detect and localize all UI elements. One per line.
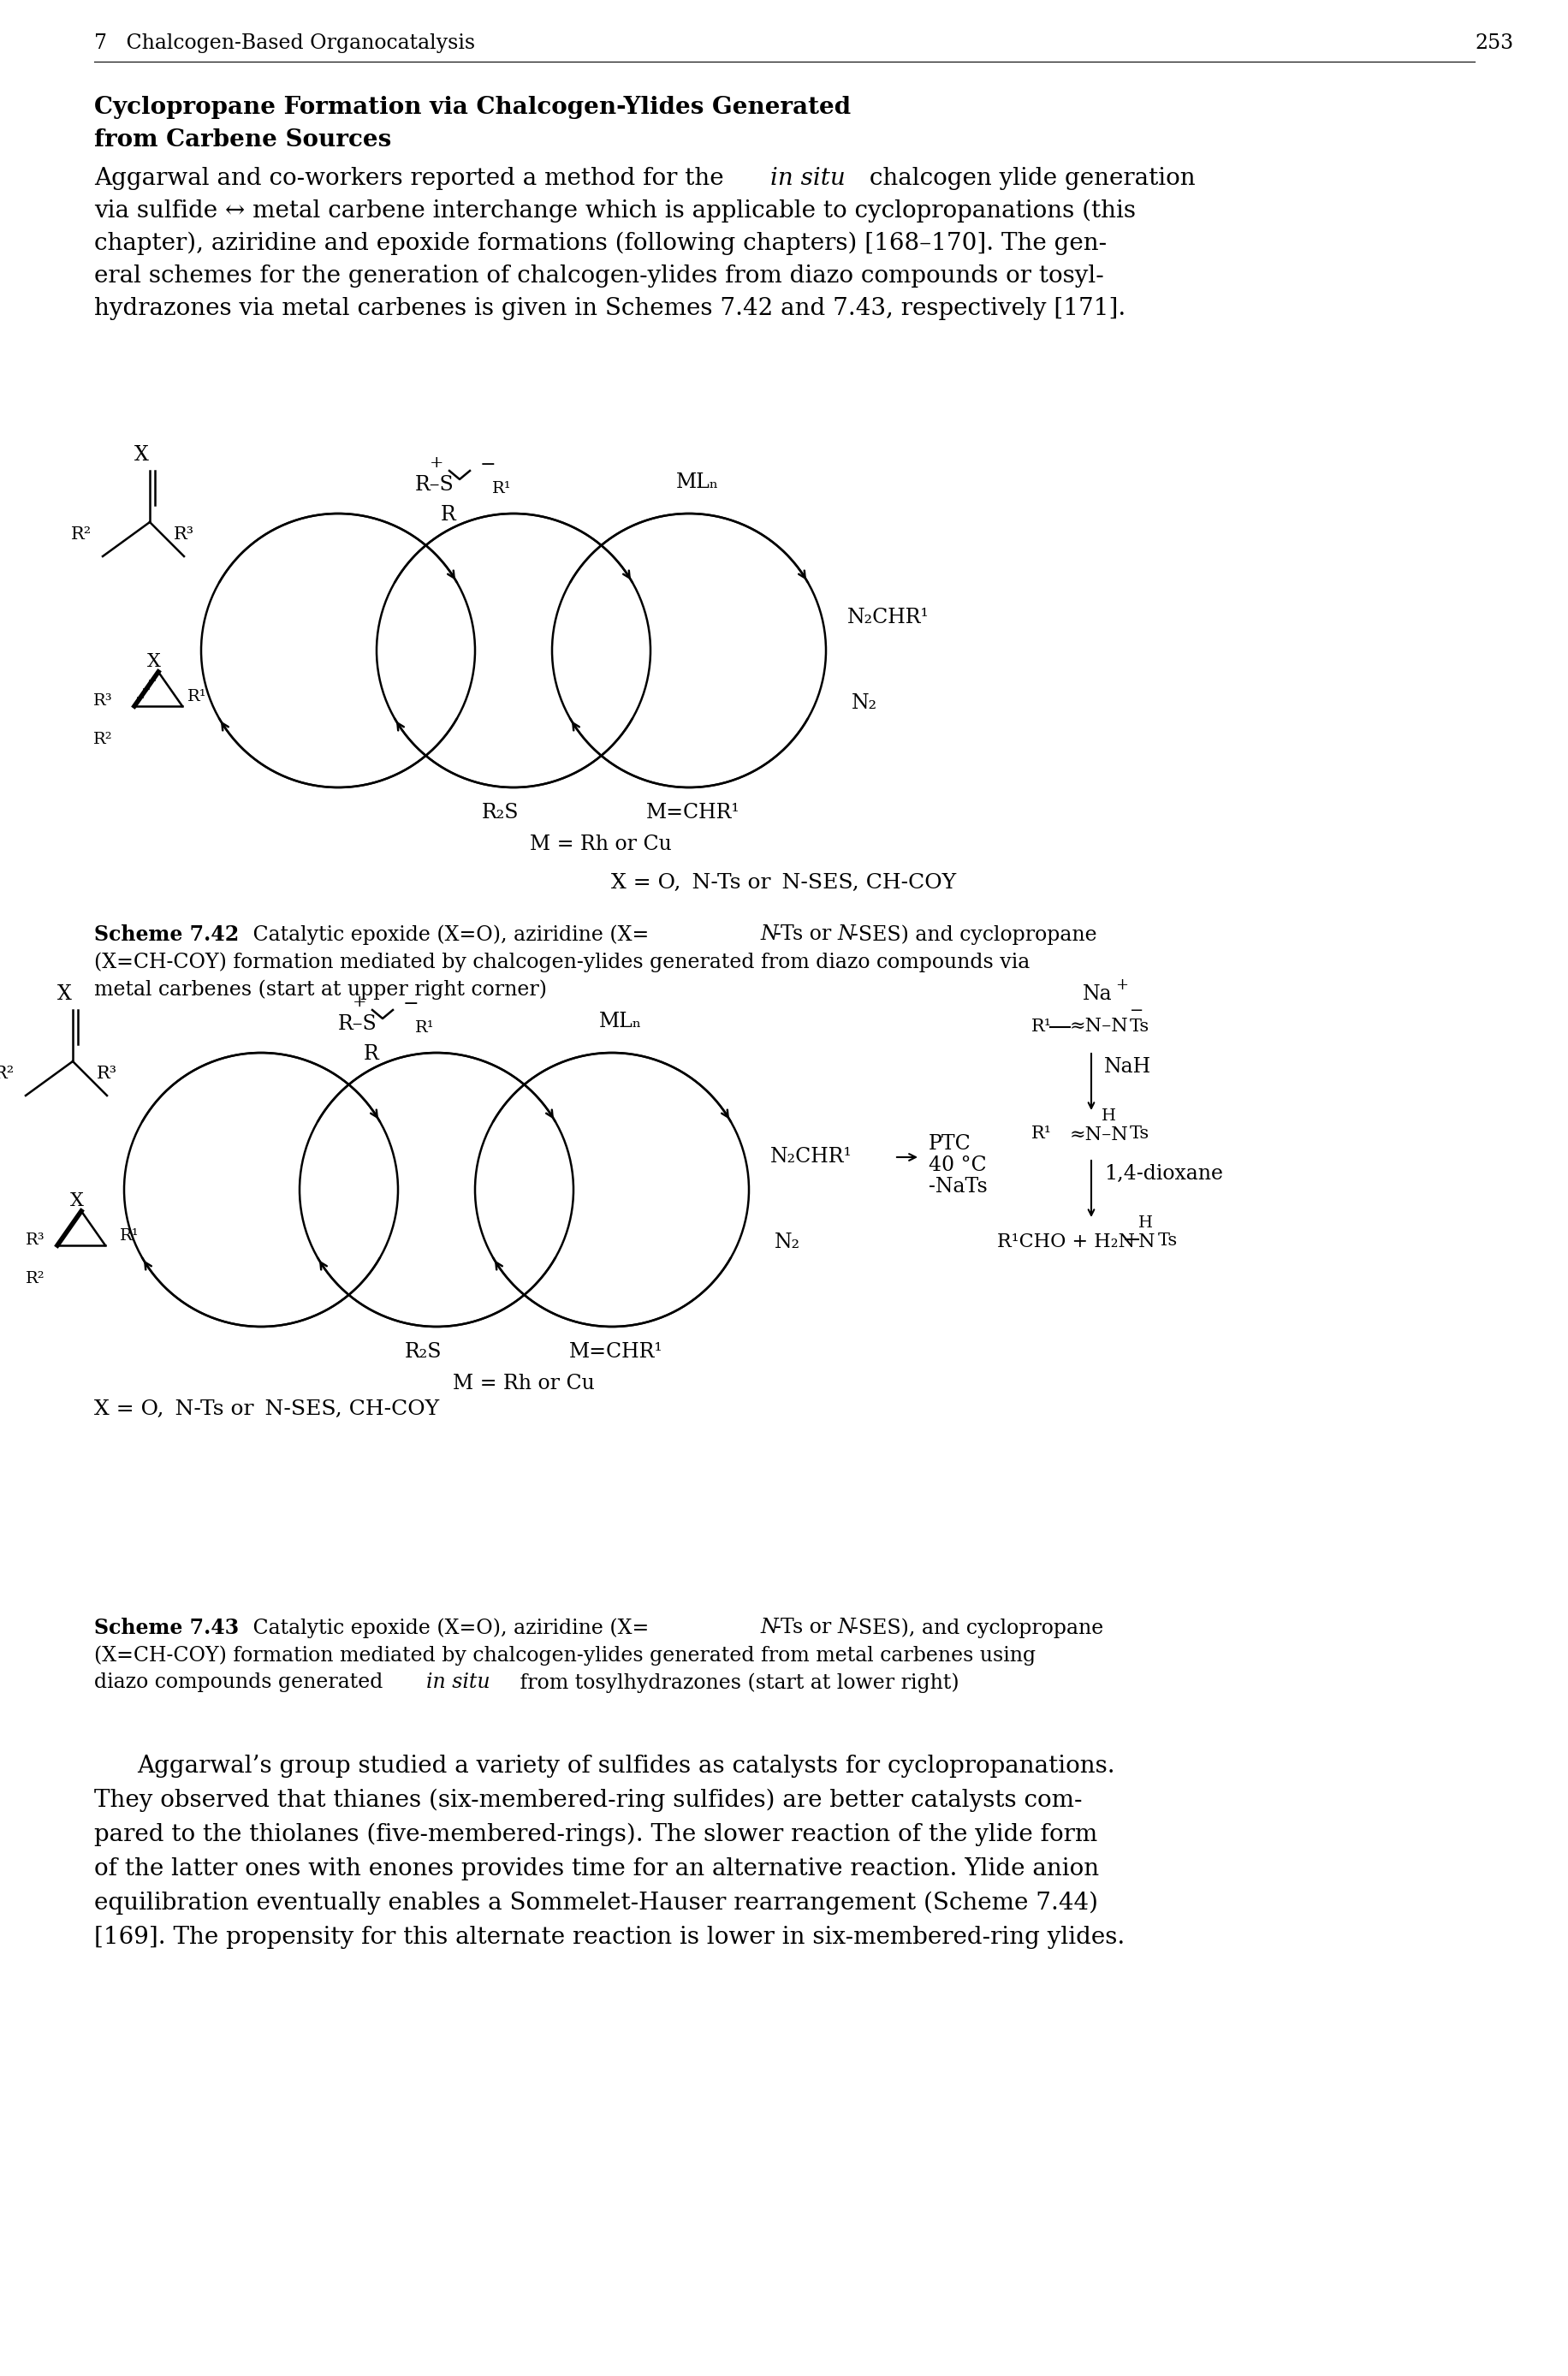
- Text: MLₙ: MLₙ: [676, 473, 718, 492]
- Text: -Ts or: -Ts or: [775, 924, 837, 943]
- Text: Na: Na: [1082, 984, 1112, 1005]
- Text: X = O,  N-Ts or  N-SES, CH-COY: X = O, N-Ts or N-SES, CH-COY: [612, 872, 956, 893]
- Text: MLₙ: MLₙ: [599, 1012, 641, 1031]
- Text: +: +: [1115, 977, 1127, 993]
- Text: R¹CHO + H₂N: R¹CHO + H₂N: [997, 1233, 1134, 1252]
- Text: R₂S: R₂S: [481, 803, 519, 822]
- Text: -NaTs: -NaTs: [928, 1176, 986, 1198]
- Text: +: +: [430, 456, 444, 470]
- Text: [169]. The propensity for this alternate reaction is lower in six-membered-ring : [169]. The propensity for this alternate…: [94, 1927, 1124, 1948]
- Text: N: N: [837, 1618, 855, 1637]
- Text: Scheme 7.43: Scheme 7.43: [94, 1618, 238, 1637]
- Text: X: X: [71, 1190, 83, 1209]
- Text: R²: R²: [0, 1064, 14, 1081]
- Text: R₂S: R₂S: [405, 1342, 442, 1361]
- Text: R–S: R–S: [416, 475, 455, 494]
- Text: Catalytic epoxide (X=O), aziridine (X=: Catalytic epoxide (X=O), aziridine (X=: [246, 1618, 649, 1637]
- Text: from tosylhydrazones (start at lower right): from tosylhydrazones (start at lower rig…: [513, 1673, 958, 1692]
- Text: -Ts or: -Ts or: [775, 1618, 837, 1637]
- Text: R¹: R¹: [187, 689, 207, 703]
- Text: R³: R³: [93, 694, 113, 708]
- Text: -SES), and cyclopropane: -SES), and cyclopropane: [851, 1618, 1102, 1637]
- Text: via sulfide ↔ metal carbene interchange which is applicable to cyclopropanations: via sulfide ↔ metal carbene interchange …: [94, 200, 1135, 223]
- Text: 253: 253: [1474, 33, 1513, 52]
- Text: N: N: [759, 1618, 778, 1637]
- Text: −: −: [403, 996, 419, 1015]
- Text: chalcogen ylide generation: chalcogen ylide generation: [861, 166, 1195, 190]
- Text: of the latter ones with enones provides time for an alternative reaction. Ylide : of the latter ones with enones provides …: [94, 1858, 1099, 1879]
- Text: Ts: Ts: [1129, 1126, 1149, 1143]
- Text: H: H: [1101, 1107, 1115, 1124]
- Text: (X=CH-COY) formation mediated by chalcogen-ylides generated from metal carbenes : (X=CH-COY) formation mediated by chalcog…: [94, 1644, 1035, 1666]
- Text: R³: R³: [174, 527, 194, 542]
- Text: R¹: R¹: [1030, 1126, 1051, 1143]
- Text: R³: R³: [97, 1064, 118, 1081]
- Text: PTC: PTC: [928, 1133, 971, 1155]
- Text: R¹: R¹: [1030, 1019, 1051, 1036]
- Text: Aggarwal’s group studied a variety of sulfides as catalysts for cyclopropanation: Aggarwal’s group studied a variety of su…: [136, 1753, 1115, 1777]
- Text: N₂CHR¹: N₂CHR¹: [770, 1148, 851, 1167]
- Text: They observed that thianes (six-membered-ring sulfides) are better catalysts com: They observed that thianes (six-membered…: [94, 1789, 1082, 1813]
- Text: X: X: [147, 651, 162, 670]
- Text: M=CHR¹: M=CHR¹: [646, 803, 740, 822]
- Text: X = O,  N-Ts or  N-SES, CH-COY: X = O, N-Ts or N-SES, CH-COY: [94, 1399, 439, 1418]
- Text: R¹: R¹: [119, 1228, 140, 1243]
- Text: R–S: R–S: [337, 1015, 376, 1034]
- Text: pared to the thiolanes (five-membered-rings). The slower reaction of the ylide f: pared to the thiolanes (five-membered-ri…: [94, 1822, 1098, 1846]
- Text: −: −: [480, 456, 495, 475]
- Text: Catalytic epoxide (X=O), aziridine (X=: Catalytic epoxide (X=O), aziridine (X=: [246, 924, 649, 946]
- Text: N₂: N₂: [775, 1233, 800, 1252]
- Text: N: N: [837, 924, 855, 943]
- Text: chapter), aziridine and epoxide formations (following chapters) [168–170]. The g: chapter), aziridine and epoxide formatio…: [94, 233, 1105, 254]
- Text: Aggarwal and co-workers reported a method for the: Aggarwal and co-workers reported a metho…: [94, 166, 731, 190]
- Text: X: X: [133, 444, 149, 466]
- Text: N: N: [759, 924, 778, 943]
- Text: NaH: NaH: [1104, 1057, 1151, 1076]
- Text: Scheme 7.42: Scheme 7.42: [94, 924, 238, 946]
- Text: hydrazones via metal carbenes is given in Schemes 7.42 and 7.43, respectively [1: hydrazones via metal carbenes is given i…: [94, 297, 1126, 321]
- Text: X: X: [56, 984, 72, 1005]
- Text: 1,4-dioxane: 1,4-dioxane: [1104, 1164, 1223, 1183]
- Text: Cyclopropane Formation via Chalcogen-Ylides Generated: Cyclopropane Formation via Chalcogen-Yli…: [94, 95, 850, 119]
- Text: (X=CH-COY) formation mediated by chalcogen-ylides generated from diazo compounds: (X=CH-COY) formation mediated by chalcog…: [94, 953, 1029, 972]
- Text: 7   Chalcogen-Based Organocatalysis: 7 Chalcogen-Based Organocatalysis: [94, 33, 475, 52]
- Text: M = Rh or Cu: M = Rh or Cu: [453, 1373, 594, 1392]
- Text: R¹: R¹: [492, 480, 511, 497]
- Text: R: R: [364, 1043, 379, 1064]
- Text: 40 °C: 40 °C: [928, 1155, 986, 1176]
- Text: R²: R²: [71, 527, 91, 542]
- Text: Ts: Ts: [1157, 1233, 1178, 1250]
- Text: N₂: N₂: [851, 694, 877, 713]
- Text: eral schemes for the generation of chalcogen-ylides from diazo compounds or tosy: eral schemes for the generation of chalc…: [94, 264, 1104, 287]
- Text: diazo compounds generated: diazo compounds generated: [94, 1673, 389, 1692]
- Text: equilibration eventually enables a Sommelet-Hauser rearrangement (Scheme 7.44): equilibration eventually enables a Somme…: [94, 1891, 1098, 1915]
- Text: M = Rh or Cu: M = Rh or Cu: [530, 834, 671, 855]
- Text: ≈N–N: ≈N–N: [1069, 1017, 1127, 1036]
- Text: -SES) and cyclopropane: -SES) and cyclopropane: [851, 924, 1096, 946]
- Text: +: +: [353, 996, 367, 1010]
- Text: M=CHR¹: M=CHR¹: [569, 1342, 663, 1361]
- Text: R: R: [441, 506, 456, 525]
- Text: H: H: [1138, 1217, 1152, 1231]
- Text: −: −: [1129, 1003, 1143, 1019]
- Text: R²: R²: [93, 732, 113, 746]
- Text: R¹: R¹: [416, 1019, 434, 1036]
- Text: from Carbene Sources: from Carbene Sources: [94, 128, 390, 152]
- Text: Ts: Ts: [1129, 1019, 1149, 1036]
- Text: in situ: in situ: [770, 166, 845, 190]
- Text: N: N: [1138, 1233, 1154, 1252]
- Text: in situ: in situ: [426, 1673, 489, 1692]
- Text: metal carbenes (start at upper right corner): metal carbenes (start at upper right cor…: [94, 979, 547, 1000]
- Text: R³: R³: [25, 1233, 45, 1247]
- Text: R²: R²: [25, 1271, 45, 1285]
- Text: ≈N–N: ≈N–N: [1069, 1126, 1127, 1145]
- Text: N₂CHR¹: N₂CHR¹: [847, 608, 928, 627]
